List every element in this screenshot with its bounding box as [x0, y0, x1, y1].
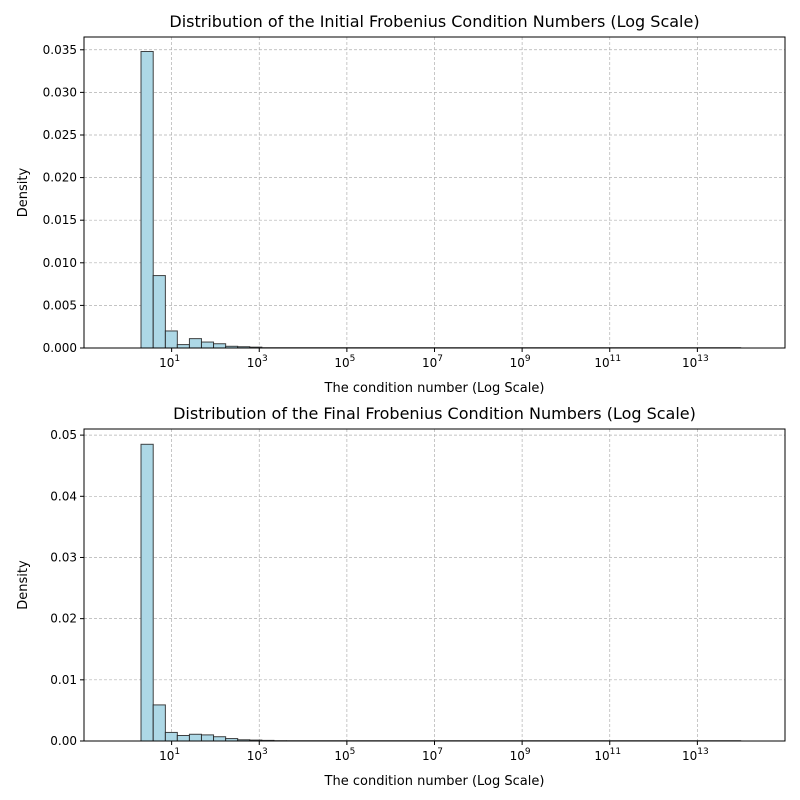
chart-2-y-tick-label: 0.02 — [50, 612, 77, 626]
chart-1-y-tick-label: 0.020 — [43, 171, 77, 185]
chart-1-bar — [200, 341, 215, 349]
chart-2-panel: 101 103 105 107 109 1011 1013 0.00 0.01 0.02 0.03 0… — [16, 404, 786, 789]
chart-1-x-tick-label: 1011 — [594, 354, 621, 370]
chart-2-bar — [200, 734, 215, 742]
chart-1-x-tick-label: 1013 — [682, 354, 709, 370]
chart-2-bar — [188, 733, 202, 742]
chart-2-y-tick-label: 0.05 — [50, 428, 77, 442]
chart-2-x-axis-label: The condition number (Log Scale) — [324, 774, 545, 789]
chart-1-x-tick-label: 107 — [422, 354, 443, 370]
chart-1-y-tick-label: 0.015 — [43, 213, 77, 227]
chart-1-y-tick-label: 0.005 — [43, 298, 77, 312]
chart-1-bar — [164, 330, 178, 349]
chart-2-x-tick-label: 105 — [334, 747, 355, 763]
chart-1-bar — [140, 50, 154, 349]
chart-2-y-tick-label: 0.01 — [50, 673, 77, 687]
chart-2-x-tick-label: 1013 — [682, 747, 709, 763]
chart-2-bar — [164, 731, 178, 742]
chart-1-y-tick-label: 0.035 — [43, 43, 77, 57]
chart-2-title: Distribution of the Final Frobenius Cond… — [173, 404, 696, 423]
chart-1-y-tick-label: 0.010 — [43, 256, 77, 270]
chart-2-y-axis-label: Density — [16, 560, 31, 610]
chart-2-y-tick-label: 0.00 — [50, 734, 77, 748]
chart-1-x-tick-label: 101 — [159, 354, 180, 370]
chart-2-x-tick-label: 107 — [422, 747, 443, 763]
chart-1-x-axis-label: The condition number (Log Scale) — [324, 381, 545, 396]
chart-1-bar — [176, 344, 190, 349]
chart-2-x-tick-label: 101 — [159, 747, 180, 763]
chart-1-x-tick-label: 103 — [247, 354, 268, 370]
chart-1-y-tick-label: 0.030 — [43, 85, 77, 99]
chart-2-bar — [213, 736, 227, 742]
chart-1-x-tick-label: 105 — [334, 354, 355, 370]
chart-1-bar — [213, 343, 227, 349]
chart-1-bar — [152, 275, 166, 349]
chart-2-bar — [152, 704, 166, 742]
chart-2-x-tick-label: 1011 — [594, 747, 621, 763]
chart-2-y-tick-label: 0.04 — [50, 489, 77, 503]
chart-1-bar — [188, 338, 202, 349]
chart-1-y-axis-label: Density — [16, 167, 31, 217]
chart-2-x-tick-label: 103 — [247, 747, 268, 763]
chart-1-title: Distribution of the Initial Frobenius Co… — [169, 12, 699, 31]
chart-1-y-tick-label: 0.025 — [43, 128, 77, 142]
chart-1-x-tick-label: 109 — [510, 354, 531, 370]
chart-1-panel: 101 103 105 107 109 1011 1013 0.000 0.005 0.010 0.… — [16, 12, 786, 396]
chart-2-bar — [176, 734, 190, 742]
chart-2-y-tick-label: 0.03 — [50, 550, 77, 564]
chart-1-y-tick-label: 0.000 — [43, 341, 77, 355]
chart-2-bar — [140, 443, 154, 742]
chart-2-x-tick-label: 109 — [510, 747, 531, 763]
